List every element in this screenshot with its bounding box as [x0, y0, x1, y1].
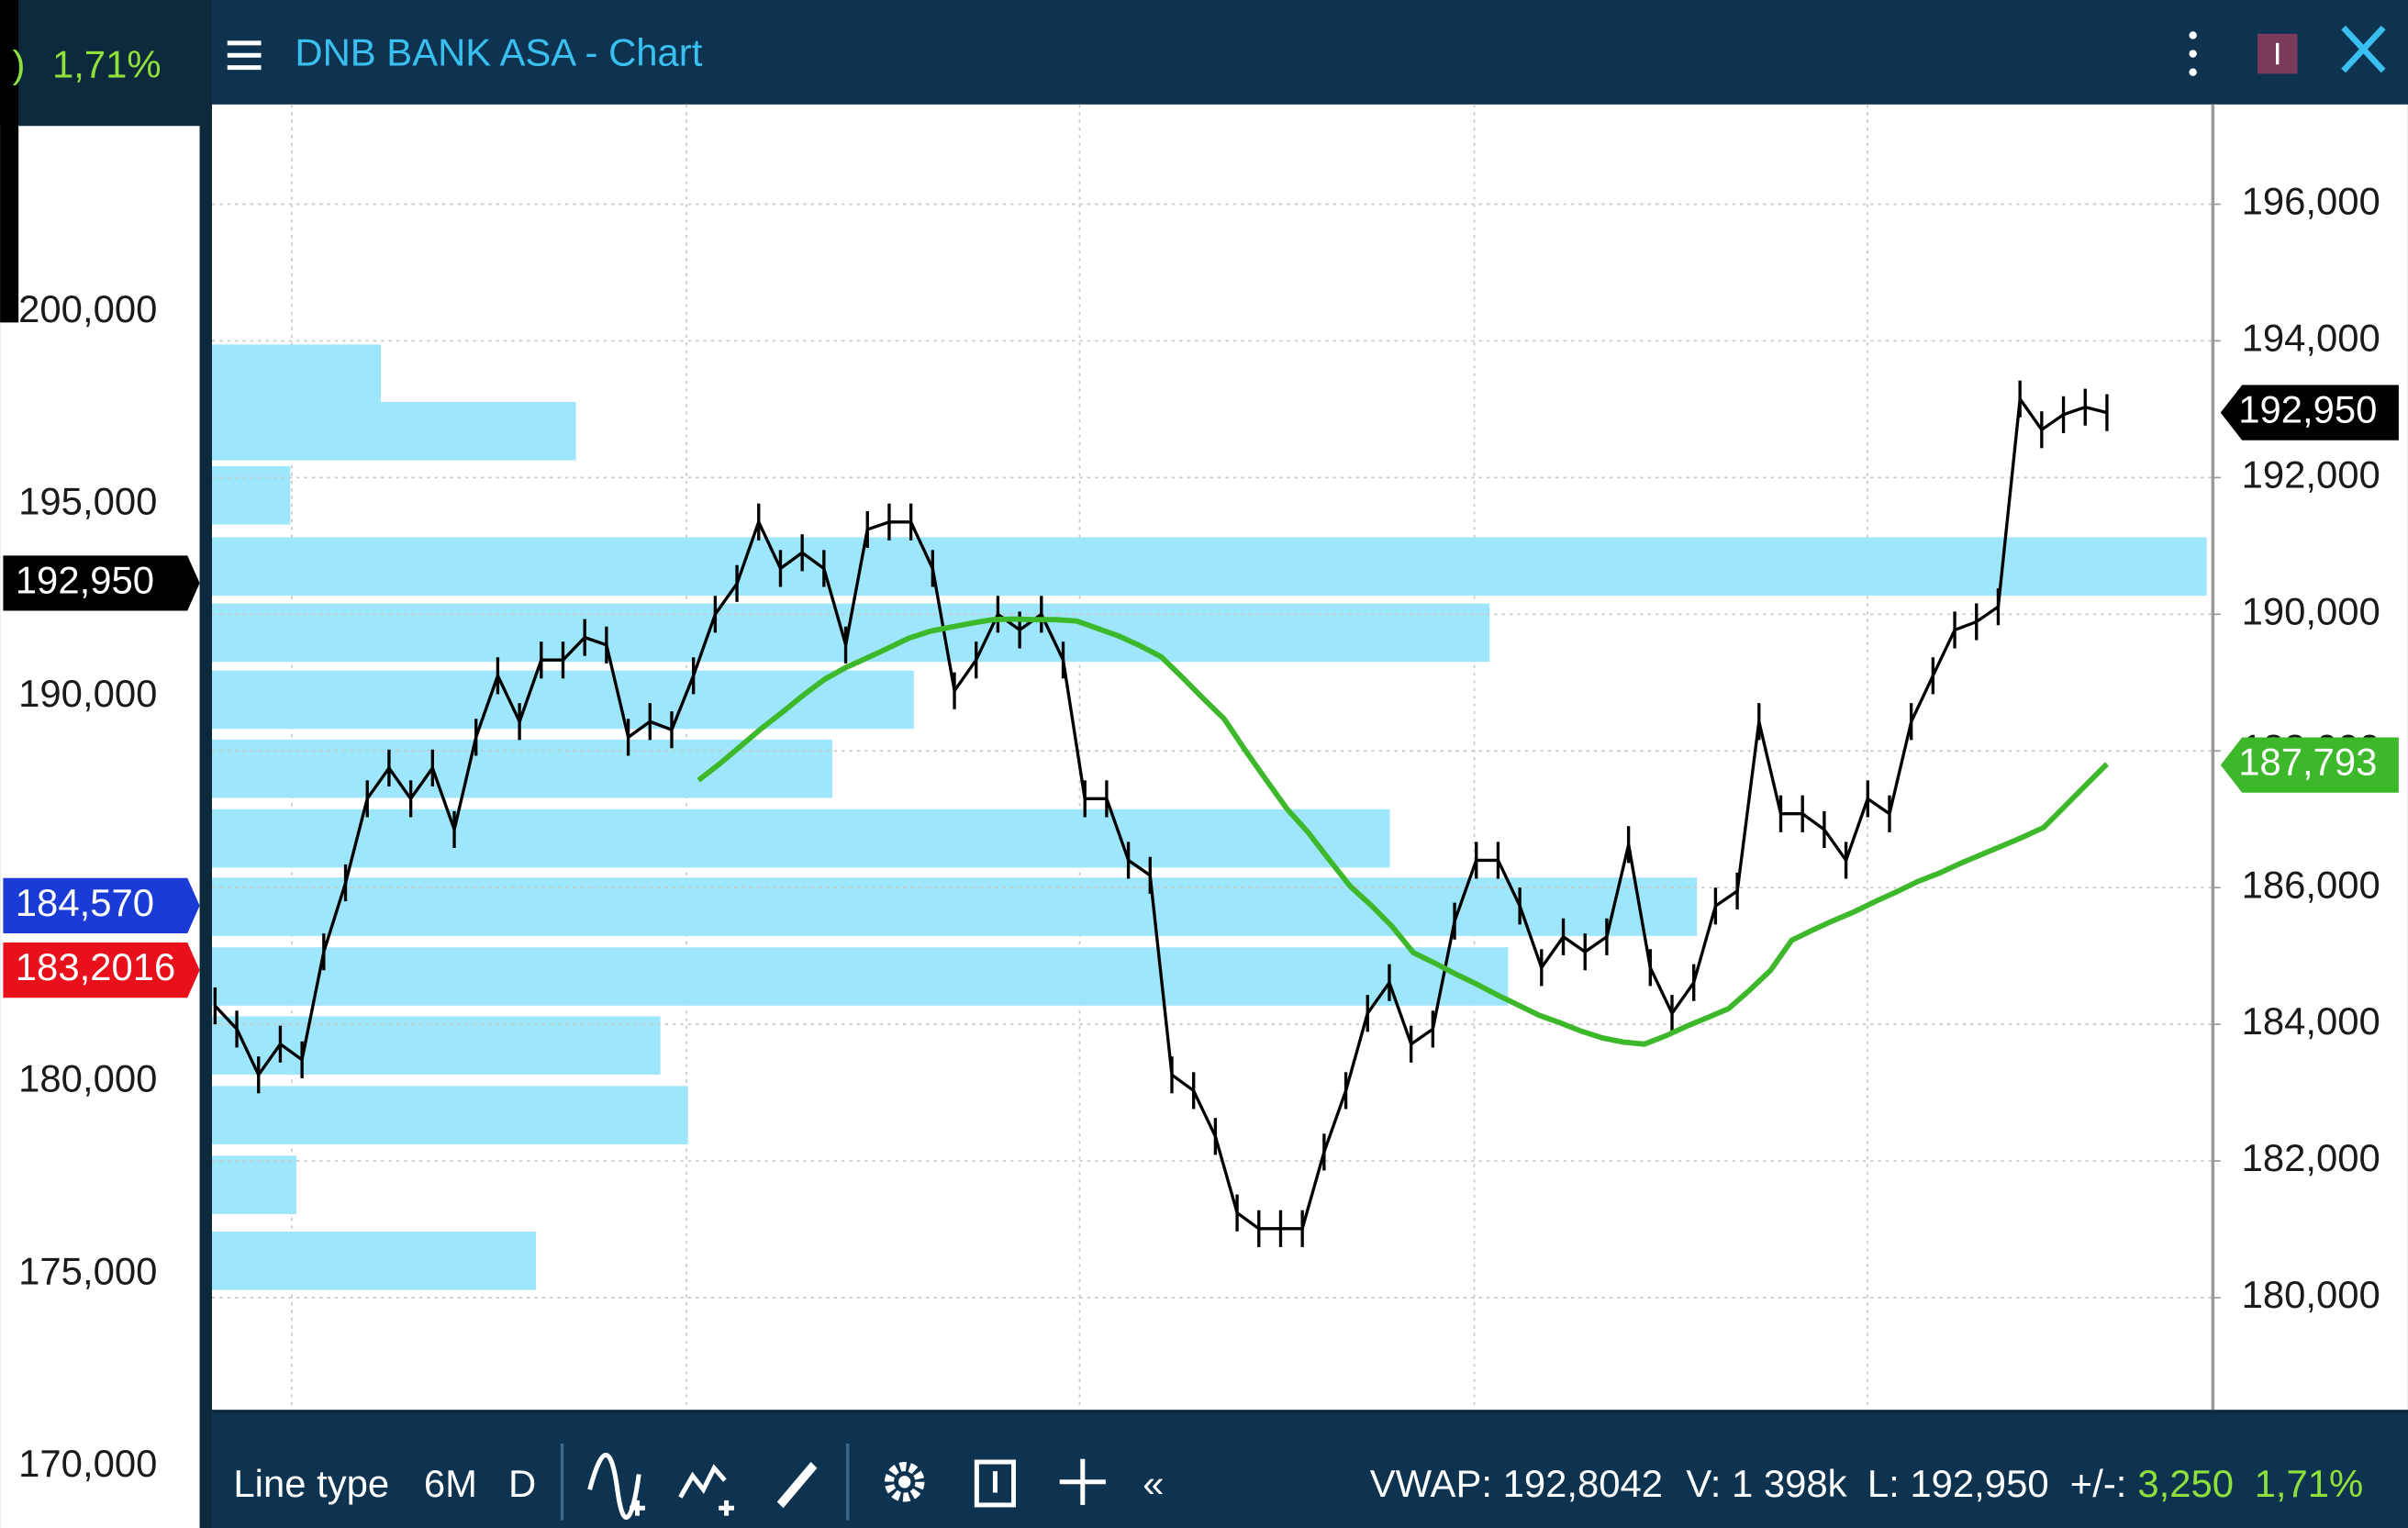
badge-label: 192,950 [2238, 388, 2377, 431]
last: L: 192,950 [1867, 1462, 2049, 1505]
left-badge [3, 877, 200, 933]
y-tick-label: 190,000 [2242, 589, 2380, 632]
interval[interactable]: D [508, 1462, 536, 1505]
layout-icon[interactable] [974, 1459, 1017, 1508]
chart-layer: 180,000182,000184,000186,000188,000190,0… [212, 180, 2399, 1316]
volume-bar [212, 344, 382, 403]
left-badge-label: 192,950 [16, 558, 154, 601]
volume-bar [212, 1232, 537, 1290]
left-badge [3, 555, 200, 611]
pen-icon[interactable] [776, 1462, 818, 1509]
left-header [0, 0, 200, 127]
restore-icon[interactable] [2257, 33, 2298, 74]
settings-icon[interactable] [884, 1462, 925, 1502]
header-bar [212, 0, 2408, 105]
left-tick-label: 175,000 [18, 1249, 157, 1292]
left-panel [0, 126, 200, 1528]
line-type[interactable]: Line type [233, 1462, 389, 1505]
badge-label: 187,793 [2238, 741, 2377, 784]
left-badge [3, 942, 200, 998]
crosshair-icon[interactable] [1059, 1458, 1106, 1505]
more-icon[interactable] [2189, 31, 2197, 76]
left-edge [0, 0, 19, 323]
volume-bar [212, 670, 914, 730]
left-tick-label: 170,000 [18, 1442, 157, 1485]
price-badge [2220, 385, 2399, 441]
window-title: DNB BANK ASA - Chart [295, 30, 702, 73]
cut-text: ) [12, 43, 25, 86]
y-tick-label: 180,000 [2242, 1273, 2380, 1316]
ma-line [697, 616, 2110, 1047]
volume-bar [212, 947, 1509, 1006]
y-tick-label: 196,000 [2242, 180, 2380, 223]
left-badge-label: 183,2016 [16, 945, 175, 988]
y-tick-label: 192,000 [2242, 452, 2380, 496]
left-change: 1,71% [52, 43, 162, 86]
volume: V: 1 398k [1686, 1462, 1846, 1505]
volume-bar [212, 1155, 297, 1214]
vwap: VWAP: 192,8042 [1370, 1462, 1663, 1505]
toolbar [212, 1412, 2408, 1528]
draw-icon[interactable] [678, 1464, 734, 1516]
menu-icon[interactable] [227, 40, 262, 71]
left-tick-label: 195,000 [18, 480, 157, 523]
volume-bar [212, 537, 2207, 596]
left-tick-label: 190,000 [18, 672, 157, 715]
volume-bar [212, 739, 833, 798]
y-tick-label: 182,000 [2242, 1136, 2380, 1179]
price-line [214, 395, 2108, 1231]
left-tick-label: 200,000 [18, 287, 157, 330]
period[interactable]: 6M [424, 1462, 477, 1505]
volume-bar [212, 1086, 688, 1144]
volume-bar [212, 877, 1698, 936]
y-tick-label: 184,000 [2242, 999, 2380, 1043]
volume-bar [212, 809, 1390, 868]
volume-bar [212, 465, 291, 525]
y-tick-label: 186,000 [2242, 863, 2380, 906]
y-tick-label: 194,000 [2242, 316, 2380, 359]
left-tick-label: 180,000 [18, 1057, 157, 1100]
divider [199, 0, 213, 1528]
volume-bar [212, 401, 576, 461]
left-badge-label: 184,570 [16, 881, 154, 924]
change-pct: 1,71% [2255, 1462, 2364, 1505]
close-icon[interactable] [2341, 25, 2386, 73]
price-badge [2220, 737, 2399, 793]
collapse-icon[interactable]: « [1143, 1462, 1164, 1505]
indicator-icon[interactable] [587, 1453, 645, 1520]
change: 3,250 [2137, 1462, 2234, 1505]
change-label: +/-: [2070, 1462, 2127, 1505]
volume-bar [212, 1016, 661, 1076]
